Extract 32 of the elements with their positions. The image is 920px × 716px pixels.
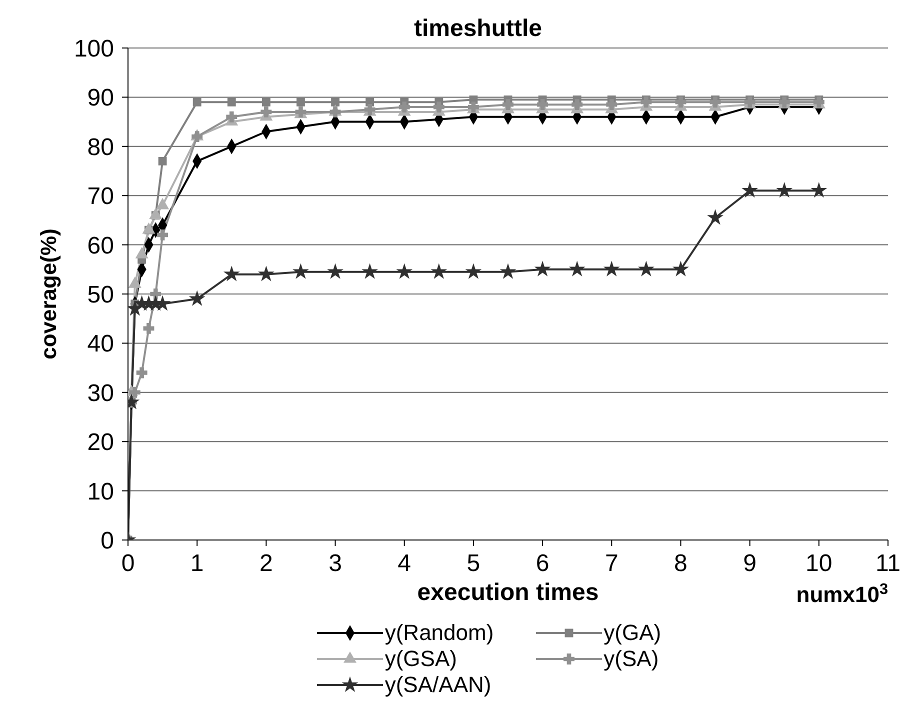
x-tick-label: 8 xyxy=(674,550,688,578)
x-tick-label: 11 xyxy=(876,550,900,578)
y-tick-label: 0 xyxy=(100,528,114,555)
y-tick-label: 20 xyxy=(87,429,114,456)
y-tick-label: 50 xyxy=(87,282,114,309)
legend-label: y(Random) xyxy=(384,620,494,646)
x-tick-label: 3 xyxy=(328,550,342,578)
x-tick-label: 9 xyxy=(743,550,756,578)
x-tick-label: 1 xyxy=(190,550,204,578)
x-axis-title: execution times xyxy=(417,579,599,606)
y-tick-label: 60 xyxy=(87,232,114,260)
x-tick-label: 4 xyxy=(398,550,412,578)
y-tick-label: 90 xyxy=(87,84,114,112)
x-tick-label: 0 xyxy=(121,550,135,578)
x-tick-label: 7 xyxy=(604,550,618,578)
x-tick-label: 2 xyxy=(260,550,273,578)
y-tick-label: 70 xyxy=(87,183,114,210)
legend-label: y(GA) xyxy=(604,620,662,646)
y-tick-label: 80 xyxy=(87,134,114,161)
legend-label: y(SA/AAN) xyxy=(384,672,492,698)
y-tick-label: 100 xyxy=(74,36,114,63)
x-tick-label: 10 xyxy=(806,550,832,578)
x-tick-label: 6 xyxy=(536,550,550,578)
chart-title: timeshuttle xyxy=(414,15,542,42)
x-tick-label: 5 xyxy=(466,550,480,578)
text: numx10$^{3}$ xyxy=(796,580,888,607)
y-tick-label: 30 xyxy=(87,380,114,407)
y-tick-label: 10 xyxy=(87,478,114,506)
y-axis-title: coverage(%) xyxy=(36,228,61,360)
legend-label: y(GSA) xyxy=(384,646,457,672)
legend-label: y(SA) xyxy=(604,646,659,672)
y-tick-label: 40 xyxy=(87,330,114,358)
